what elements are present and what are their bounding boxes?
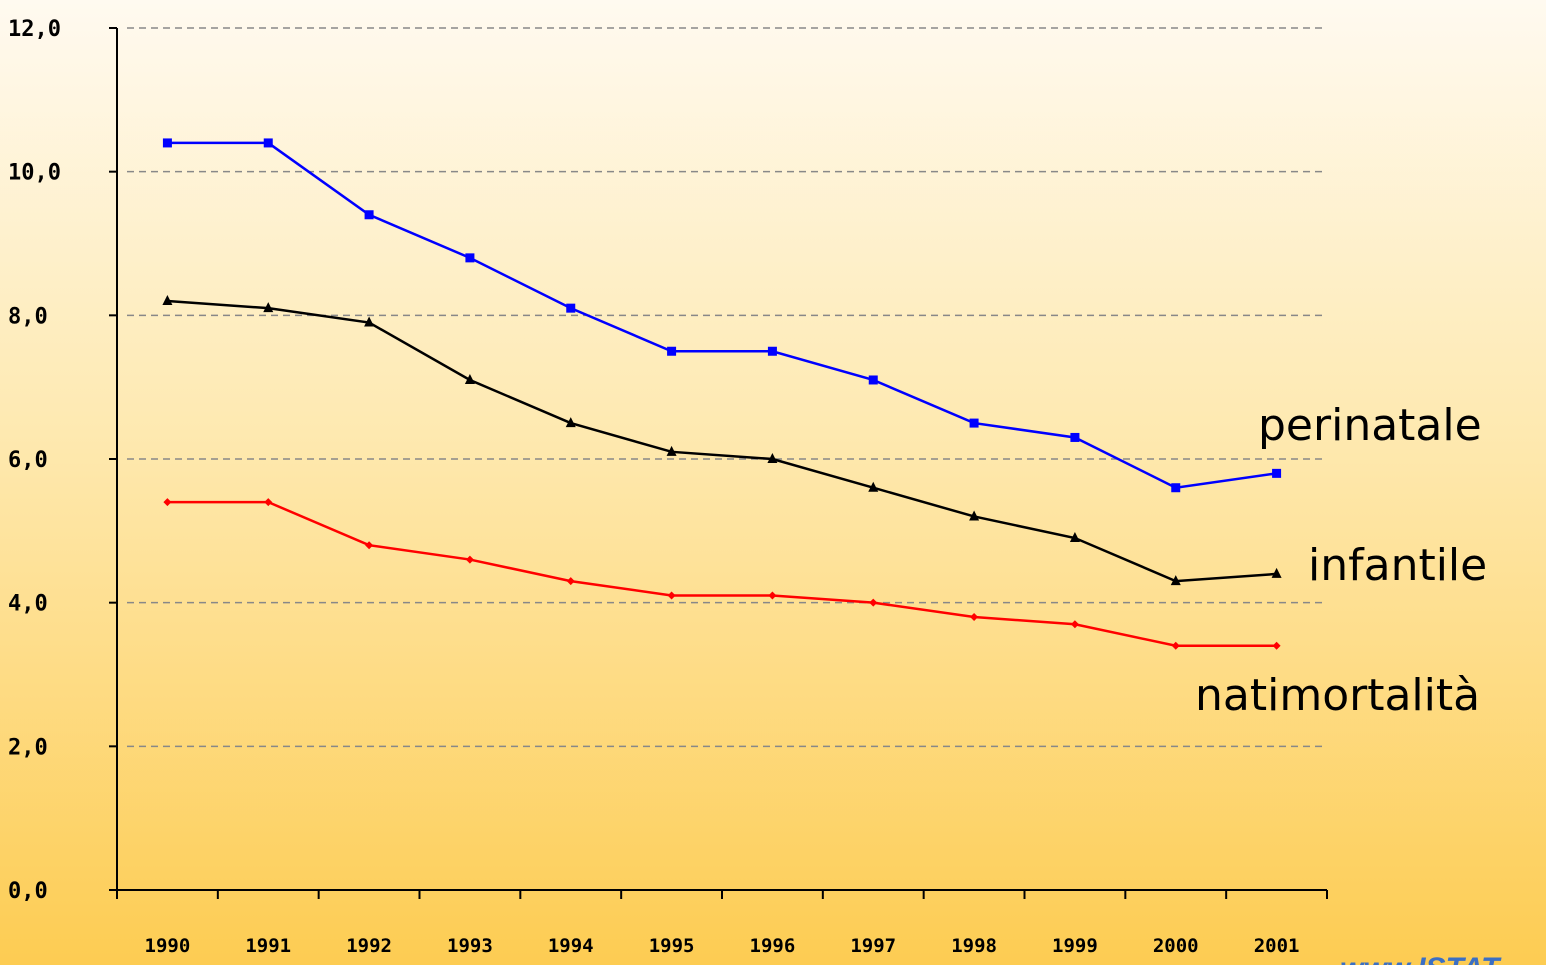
series-line — [167, 141, 1277, 490]
x-tick-label: 1994 — [548, 935, 594, 957]
marker — [1070, 620, 1079, 629]
marker — [768, 591, 777, 600]
marker — [767, 453, 778, 463]
x-tick-label: 1990 — [145, 935, 191, 957]
x-tick-label: 2000 — [1153, 935, 1199, 957]
marker — [1070, 432, 1080, 442]
source: www.ISTAT — [1340, 952, 1502, 965]
marker — [970, 613, 979, 622]
marker — [667, 591, 676, 600]
series-label: perinatale — [1258, 400, 1482, 451]
marker — [767, 346, 777, 356]
marker — [263, 138, 273, 148]
marker — [566, 577, 575, 586]
marker — [1171, 483, 1181, 493]
x-tick-label: 2001 — [1254, 935, 1300, 957]
series-line — [167, 500, 1277, 648]
marker — [868, 481, 879, 492]
x-tick-label: 1995 — [649, 935, 695, 957]
marker — [364, 210, 374, 220]
marker — [1170, 575, 1181, 586]
marker — [1069, 532, 1080, 543]
marker — [465, 555, 474, 564]
x-tick-label: 1996 — [750, 935, 796, 957]
marker — [162, 294, 173, 305]
marker — [666, 445, 677, 456]
series-label: natimortalità — [1195, 670, 1480, 721]
series-label: infantile — [1308, 540, 1487, 591]
y-tick-label: 0,0 — [8, 879, 48, 904]
marker — [969, 418, 979, 428]
x-tick-label: 1992 — [346, 935, 392, 957]
x-tick-label: 1998 — [951, 935, 997, 957]
marker — [163, 498, 172, 507]
marker — [566, 303, 576, 313]
marker — [364, 316, 375, 327]
marker — [365, 541, 374, 550]
y-tick-label: 2,0 — [8, 735, 48, 760]
marker — [1272, 468, 1282, 478]
marker — [1171, 641, 1180, 650]
y-tick-label: 8,0 — [8, 304, 48, 329]
marker — [565, 417, 576, 428]
marker — [667, 346, 677, 356]
marker — [969, 510, 980, 521]
marker — [1272, 641, 1281, 650]
x-tick-label: 1991 — [245, 935, 291, 957]
x-tick-label: 1999 — [1052, 935, 1098, 957]
y-tick-label: 6,0 — [8, 448, 48, 473]
x-tick-label: 1997 — [850, 935, 896, 957]
marker — [162, 138, 172, 148]
marker — [464, 373, 475, 384]
y-tick-label: 10,0 — [8, 161, 61, 186]
marker — [869, 598, 878, 607]
marker — [264, 498, 273, 507]
x-tick-label: 1993 — [447, 935, 493, 957]
marker — [868, 375, 878, 385]
marker — [1271, 567, 1282, 578]
marker — [263, 302, 274, 313]
y-tick-label: 12,0 — [8, 17, 61, 42]
marker — [465, 253, 475, 263]
series-line — [167, 299, 1277, 583]
y-tick-label: 4,0 — [8, 592, 48, 617]
